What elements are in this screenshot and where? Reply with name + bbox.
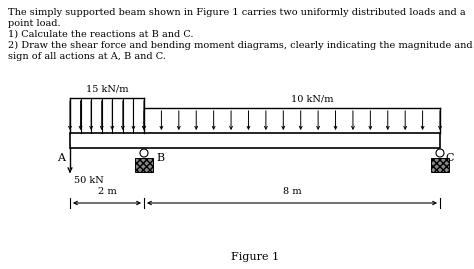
- Text: 2 m: 2 m: [98, 187, 117, 196]
- Text: 15 kN/m: 15 kN/m: [86, 85, 128, 94]
- Text: 1) Calculate the reactions at B and C.: 1) Calculate the reactions at B and C.: [8, 30, 193, 39]
- Text: Figure 1: Figure 1: [231, 252, 279, 262]
- Bar: [431, 158, 449, 172]
- Text: point load.: point load.: [8, 19, 61, 28]
- Text: The simply supported beam shown in Figure 1 carries two uniformly distributed lo: The simply supported beam shown in Figur…: [8, 8, 465, 17]
- Bar: [70, 133, 440, 148]
- Bar: [135, 158, 153, 172]
- Text: sign of all actions at A, B and C.: sign of all actions at A, B and C.: [8, 52, 166, 61]
- Text: 8 m: 8 m: [283, 187, 301, 196]
- Text: 2) Draw the shear force and bending moment diagrams, clearly indicating the magn: 2) Draw the shear force and bending mome…: [8, 41, 473, 50]
- Text: A: A: [57, 153, 65, 163]
- Text: 10 kN/m: 10 kN/m: [291, 95, 333, 104]
- Text: B: B: [156, 153, 164, 163]
- Text: C: C: [445, 153, 454, 163]
- Text: 50 kN: 50 kN: [74, 176, 104, 185]
